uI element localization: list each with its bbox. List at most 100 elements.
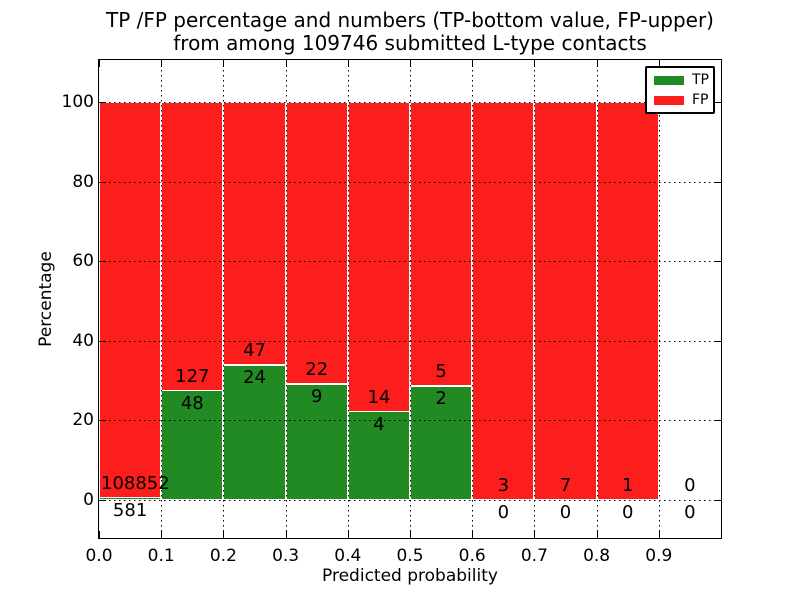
bar-tp-segment (411, 386, 472, 499)
bar-fp-segment (473, 103, 534, 499)
x-tick-mark (347, 531, 349, 538)
y-tick-mark (99, 102, 106, 103)
x-tick-mark (285, 60, 287, 67)
x-tick-mark (596, 531, 598, 538)
bar-fp-count-label: 7 (559, 475, 572, 496)
v-gridline (285, 60, 287, 538)
y-tick-mark (99, 181, 106, 183)
y-tick-mark (714, 500, 721, 501)
y-tick-label: 80 (72, 171, 94, 192)
bar-tp-count-label: 0 (621, 502, 634, 523)
x-tick-mark (223, 60, 225, 67)
y-tick-label: 40 (72, 330, 94, 351)
x-axis-label: Predicted probability (322, 566, 498, 586)
bar-fp-segment (100, 103, 161, 497)
legend-tp-swatch (654, 75, 684, 85)
y-tick-mark (99, 340, 106, 342)
v-gridline (347, 60, 349, 538)
y-tick-mark (714, 340, 721, 342)
x-tick-mark (223, 531, 225, 538)
x-tick-label: 0.3 (272, 546, 300, 566)
x-tick-label: 0.9 (645, 546, 673, 566)
chart-title: TP /FP percentage and numbers (TP-bottom… (98, 9, 722, 55)
y-tick-mark (99, 261, 106, 263)
y-tick-mark (99, 420, 106, 422)
legend: TP FP (645, 66, 715, 114)
legend-fp-label: FP (692, 92, 709, 108)
bar-fp-segment (411, 103, 472, 386)
v-gridline (534, 60, 536, 538)
v-gridline (223, 60, 225, 538)
x-tick-mark (472, 531, 474, 538)
x-tick-mark (99, 531, 100, 538)
x-tick-mark (161, 60, 163, 67)
v-gridline (472, 60, 474, 538)
bar-tp-count-label: 0 (497, 502, 510, 523)
x-tick-label: 0.1 (147, 546, 175, 566)
x-tick-label: 0.6 (458, 546, 486, 566)
y-tick-mark (714, 102, 721, 103)
bar-fp-segment (597, 103, 658, 499)
bar-tp-count-label: 9 (310, 386, 323, 408)
bar-tp-count-label: 581 (112, 499, 148, 521)
bar-fp-count-label: 3 (497, 475, 510, 496)
y-tick-label: 100 (61, 92, 94, 112)
v-gridline (658, 60, 660, 538)
y-tick-mark (714, 181, 721, 183)
x-tick-mark (161, 531, 163, 538)
x-tick-mark (472, 60, 474, 67)
bar-tp-count-label: 24 (243, 367, 266, 389)
bar-tp-count-label: 4 (373, 413, 385, 435)
bar-tp-count-label: 2 (435, 388, 447, 410)
v-gridline (161, 60, 163, 538)
y-tick-label: 0 (83, 490, 94, 510)
x-tick-mark (534, 531, 536, 538)
bar-fp-segment (348, 103, 409, 411)
bar-fp-segment (224, 103, 285, 365)
bar-tp-segment (348, 412, 409, 499)
v-gridline (410, 60, 411, 538)
bar-fp-count-label: 0 (684, 475, 696, 496)
bar-tp-segment (224, 365, 285, 499)
x-tick-mark (534, 60, 536, 67)
x-tick-label: 0.0 (85, 546, 113, 566)
x-tick-label: 0.5 (396, 546, 424, 566)
legend-item-fp: FP (654, 92, 709, 108)
bar-fp-segment (286, 103, 347, 384)
bar-fp-segment (162, 103, 223, 390)
x-tick-label: 0.8 (583, 546, 611, 566)
y-tick-label: 60 (72, 251, 94, 272)
x-tick-mark (658, 531, 660, 538)
x-tick-mark (347, 60, 349, 67)
x-tick-mark (658, 60, 660, 67)
x-tick-mark (596, 60, 598, 67)
x-tick-mark (410, 531, 411, 538)
y-tick-label: 20 (72, 410, 94, 431)
x-tick-mark (99, 60, 100, 67)
chart-title-line1: TP /FP percentage and numbers (TP-bottom… (106, 8, 714, 32)
bar-tp-count-label: 0 (684, 502, 696, 523)
y-tick-mark (714, 420, 721, 422)
chart-title-line2: from among 109746 submitted L-type conta… (173, 31, 647, 55)
legend-tp-label: TP (692, 72, 709, 88)
x-tick-mark (410, 60, 411, 67)
bar-tp-segment (100, 498, 161, 500)
bar-fp-count-label: 14 (367, 386, 391, 408)
y-tick-mark (99, 500, 106, 501)
legend-fp-swatch (654, 95, 684, 105)
bar-fp-count-label: 1 (621, 475, 634, 496)
x-tick-label: 0.7 (520, 546, 548, 566)
v-gridline (596, 60, 598, 538)
bar-fp-count-label: 108852 (101, 472, 170, 494)
bar-tp-segment (286, 384, 347, 499)
plot-area: 108852 581 127 48 47 24 22 9 14 4 5 2 3 0 7 0 1 0 0 0 (98, 59, 722, 539)
bar-tp-count-label: 48 (180, 392, 204, 414)
x-tick-label: 0.2 (209, 546, 237, 566)
y-tick-mark (714, 261, 721, 263)
legend-item-tp: TP (654, 72, 709, 88)
bar-tp-segment (162, 391, 223, 499)
bar-fp-count-label: 127 (175, 365, 210, 387)
bar-tp-count-label: 0 (559, 502, 572, 523)
bar-fp-count-label: 5 (435, 361, 447, 383)
bar-fp-count-label: 22 (305, 359, 329, 381)
